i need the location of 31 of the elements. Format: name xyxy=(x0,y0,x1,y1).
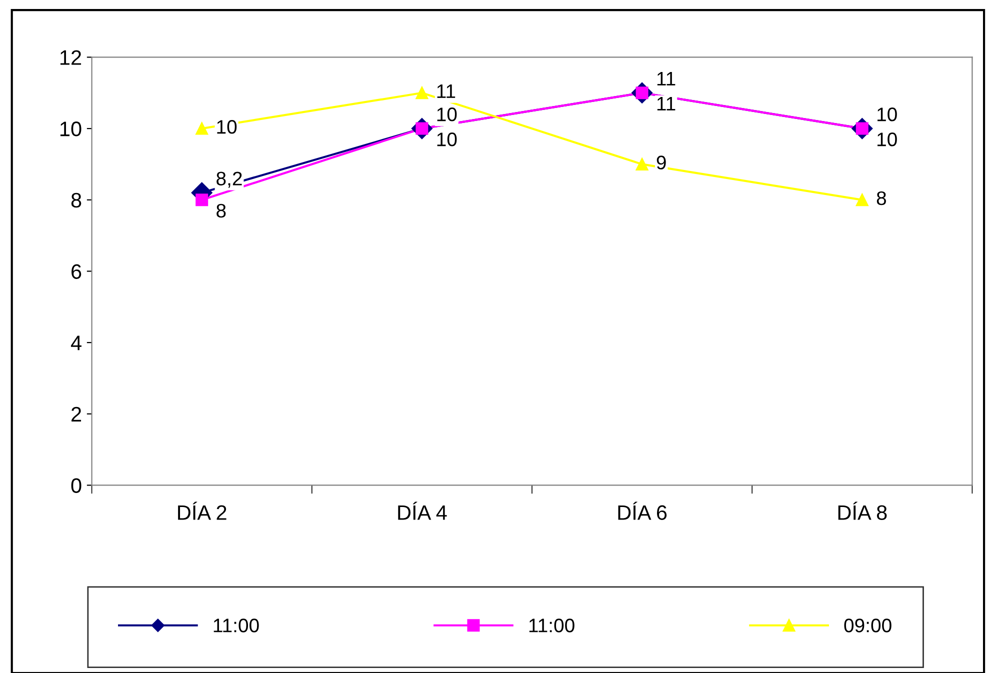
y-tick-label: 0 xyxy=(71,478,82,493)
point xyxy=(196,194,208,206)
point xyxy=(856,194,868,206)
point xyxy=(636,158,648,170)
y-tick-label: 12 xyxy=(60,50,82,65)
x-tick-label: DÍA 4 xyxy=(398,502,447,520)
data-label: 10 xyxy=(217,120,237,134)
y-tick-label: 8 xyxy=(71,192,82,208)
y-tick-label: 2 xyxy=(72,406,82,422)
legend-label: 09:00 xyxy=(844,618,892,632)
legend-label: 11:00 xyxy=(529,618,574,632)
data-label: 11 xyxy=(657,97,676,110)
data-label: 11 xyxy=(657,72,676,86)
y-tick-label: 4 xyxy=(70,336,82,350)
y-tick-label: 10 xyxy=(60,122,82,136)
x-tick-label: DÍA 8 xyxy=(838,502,887,520)
point xyxy=(416,86,428,100)
data-label: 9 xyxy=(656,156,666,170)
point xyxy=(196,122,208,135)
y-tick-label: 6 xyxy=(72,264,82,279)
data-label: 10 xyxy=(878,107,897,122)
data-label: 8 xyxy=(876,191,886,206)
x-tick-label: DÍA 6 xyxy=(618,502,667,520)
data-label: 10 xyxy=(878,132,897,146)
data-label: 10 xyxy=(437,132,457,146)
data-label: 10 xyxy=(437,107,457,122)
data-label: 8,2 xyxy=(216,172,242,188)
data-label: 11 xyxy=(437,84,456,98)
x-tick-label: DÍA 2 xyxy=(178,502,226,520)
legend-label: 11:00 xyxy=(214,618,259,632)
data-label: 8 xyxy=(216,204,226,218)
